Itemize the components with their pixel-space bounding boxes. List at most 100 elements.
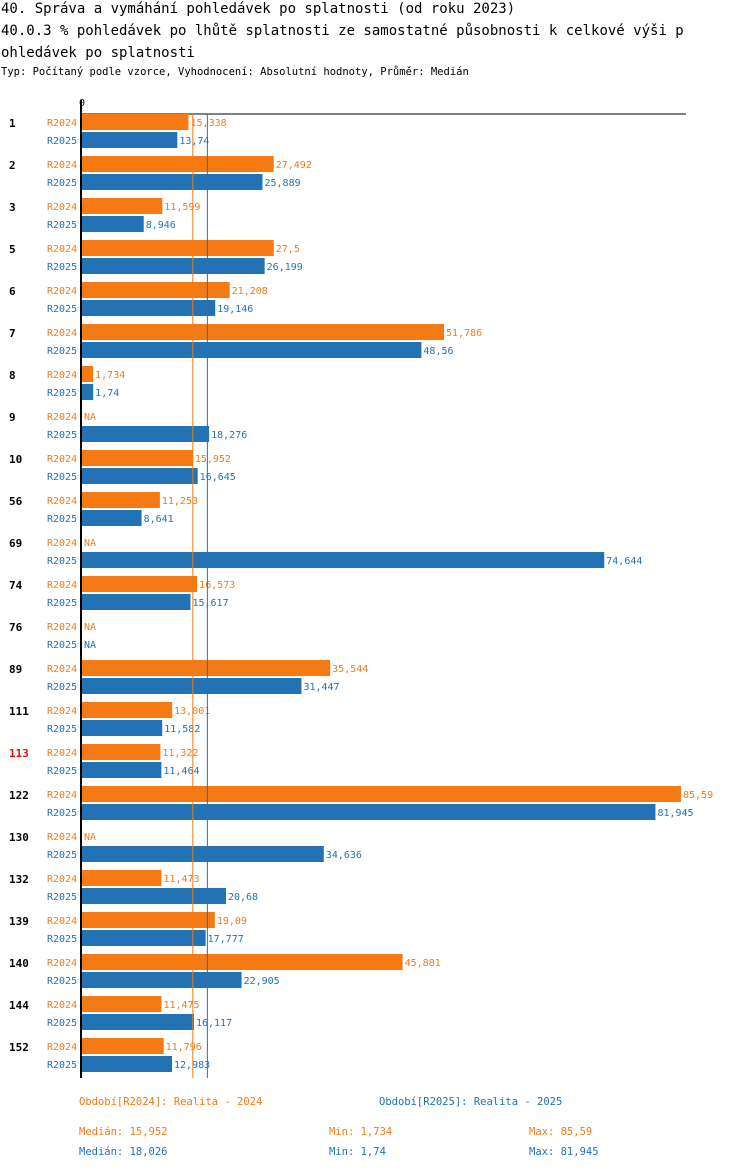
data-label-152-R2024: 11,796 [166,1042,202,1053]
min-r2024: Min: 1,734 [329,1126,393,1138]
bar-5-R2025 [81,258,265,274]
series-label-3-R2024: R2024 [47,202,77,213]
bar-10-R2024 [81,450,193,466]
data-label-113-R2024: 11,322 [162,748,198,759]
series-label-6-R2025: R2025 [47,304,77,315]
bar-140-R2025 [81,972,242,988]
category-label-111: 111 [9,705,29,718]
data-label-111-R2024: 13,001 [174,706,210,717]
bar-74-R2024 [81,576,198,592]
series-label-2-R2024: R2024 [47,160,77,171]
bar-152-R2025 [81,1056,173,1072]
series-label-76-R2025: R2025 [47,640,77,651]
category-label-7: 7 [9,327,16,340]
category-label-113: 113 [9,747,29,760]
data-label-7-R2024: 51,786 [446,328,482,339]
bar-113-R2025 [81,762,162,778]
series-label-8-R2025: R2025 [47,388,77,399]
bar-8-R2024 [81,366,94,382]
series-label-7-R2025: R2025 [47,346,77,357]
series-label-139-R2024: R2024 [47,916,77,927]
bar-9-R2025 [81,426,210,442]
data-label-122-R2024: 85,59 [683,790,713,801]
max-r2025: Max: 81,945 [529,1146,599,1158]
chart-title: 40. Správa a vymáhání pohledávek po spla… [1,1,516,17]
chart-subtitle-line-2: ohledávek po splatnosti [1,45,195,61]
bar-1-R2024 [81,114,189,130]
data-label-3-R2025: 8,946 [146,220,176,231]
median-r2024: Medián: 15,952 [79,1126,168,1138]
data-label-8-R2025: 1,74 [95,388,119,399]
data-label-5-R2025: 26,199 [267,262,303,273]
chart-subtitle-line-1: 40.0.3 % pohledávek po lhůtě splatnosti … [1,23,684,39]
legend-r2025: Období[R2025]: Realita - 2025 [379,1096,563,1108]
series-label-5-R2024: R2024 [47,244,77,255]
bar-139-R2024 [81,912,215,928]
series-label-9-R2025: R2025 [47,430,77,441]
series-label-3-R2025: R2025 [47,220,77,231]
chart-description: Typ: Počítaný podle vzorce, Vyhodnocení:… [1,66,469,78]
bar-3-R2025 [81,216,144,232]
bar-152-R2024 [81,1038,164,1054]
bar-1-R2025 [81,132,178,148]
bar-111-R2024 [81,702,173,718]
data-label-3-R2024: 11,599 [164,202,200,213]
series-label-140-R2024: R2024 [47,958,77,969]
data-label-74-R2025: 15,617 [192,598,228,609]
series-label-89-R2025: R2025 [47,682,77,693]
max-r2024: Max: 85,59 [529,1126,593,1138]
min-r2025: Min: 1,74 [329,1146,386,1158]
category-label-139: 139 [9,915,29,928]
series-label-132-R2025: R2025 [47,892,77,903]
data-label-56-R2024: 11,253 [162,496,198,507]
series-label-10-R2025: R2025 [47,472,77,483]
series-label-152-R2024: R2024 [47,1042,77,1053]
series-label-7-R2024: R2024 [47,328,77,339]
data-label-10-R2025: 16,645 [200,472,236,483]
bar-74-R2025 [81,594,191,610]
bar-10-R2025 [81,468,198,484]
series-label-130-R2025: R2025 [47,850,77,861]
bar-130-R2025 [81,846,324,862]
data-label-69-R2025: 74,644 [606,556,642,567]
na-label-76-R2025: NA [84,640,96,651]
category-label-6: 6 [9,285,16,298]
data-label-5-R2024: 27,5 [276,244,300,255]
category-label-56: 56 [9,495,23,508]
series-label-69-R2024: R2024 [47,538,77,549]
data-label-56-R2025: 8,641 [144,514,174,525]
bar-89-R2025 [81,678,302,694]
data-label-140-R2025: 22,905 [244,976,280,987]
category-label-69: 69 [9,537,22,550]
data-label-9-R2025: 18,276 [211,430,247,441]
category-label-10: 10 [9,453,22,466]
series-label-1-R2024: R2024 [47,118,77,129]
series-label-139-R2025: R2025 [47,934,77,945]
series-label-6-R2024: R2024 [47,286,77,297]
na-label-9-R2024: NA [84,412,96,423]
series-label-74-R2024: R2024 [47,580,77,591]
category-label-132: 132 [9,873,29,886]
data-label-132-R2025: 20,68 [228,892,258,903]
series-label-113-R2024: R2024 [47,748,77,759]
data-label-2-R2025: 25,889 [264,178,300,189]
data-label-8-R2024: 1,734 [95,370,125,381]
bar-144-R2025 [81,1014,194,1030]
category-label-1: 1 [9,117,16,130]
category-label-122: 122 [9,789,29,802]
bar-139-R2025 [81,930,206,946]
data-label-1-R2024: 15,338 [191,118,227,129]
bar-89-R2024 [81,660,331,676]
data-label-130-R2025: 34,636 [326,850,362,861]
data-label-6-R2025: 19,146 [217,304,253,315]
series-label-144-R2025: R2025 [47,1018,77,1029]
series-label-69-R2025: R2025 [47,556,77,567]
bar-6-R2025 [81,300,216,316]
bar-122-R2025 [81,804,656,820]
bar-56-R2025 [81,510,142,526]
series-label-89-R2024: R2024 [47,664,77,675]
series-label-76-R2024: R2024 [47,622,77,633]
series-label-2-R2025: R2025 [47,178,77,189]
series-label-113-R2025: R2025 [47,766,77,777]
category-label-2: 2 [9,159,16,172]
